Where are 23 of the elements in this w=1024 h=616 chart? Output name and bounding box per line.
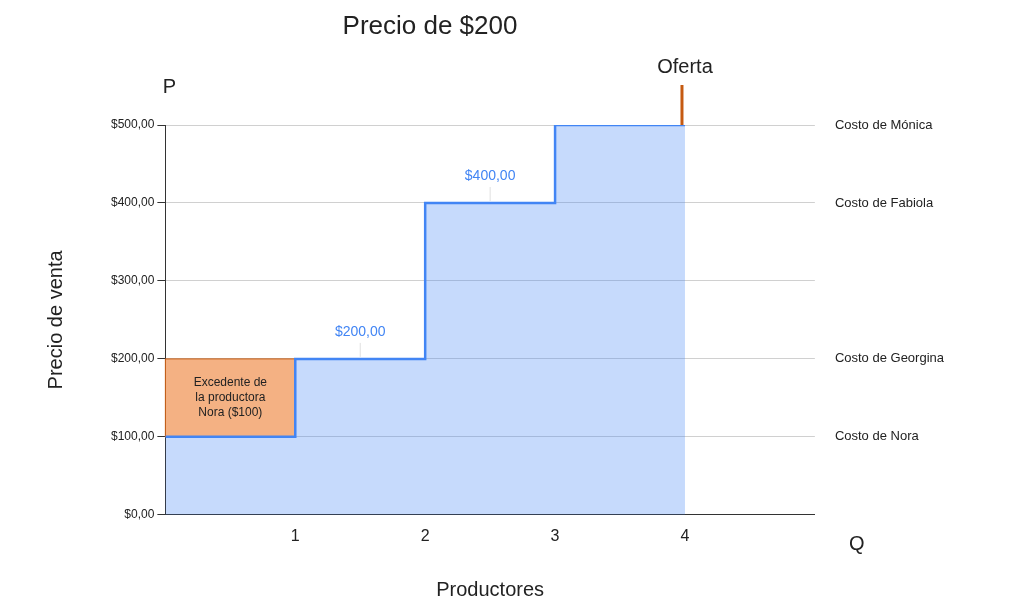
category-label: Costo de Nora (834, 428, 919, 444)
category-label: Costo de Mónica (834, 116, 933, 132)
y-tick-label: $300,00 (110, 273, 155, 288)
text: P (162, 74, 177, 97)
x-axis-title: Productores (436, 577, 545, 600)
y-tick-label: $0,00 (124, 507, 155, 522)
annotation: $400,00 (464, 166, 516, 183)
annotation: Excedente de la productora Nora ($100) (193, 375, 268, 420)
y-tick-label: $100,00 (110, 429, 155, 444)
x-tick-label: 1 (290, 526, 300, 544)
chart-title: Precio de $200 (341, 10, 519, 41)
annotation: $200,00 (334, 322, 386, 339)
y-tick-label: $500,00 (110, 117, 155, 132)
y-tick-label: $200,00 (110, 351, 155, 366)
category-label: Costo de Fabiola (834, 194, 934, 210)
y-tick-label: $400,00 (110, 195, 155, 210)
annotation: Oferta (657, 54, 714, 77)
x-tick-label: 3 (550, 526, 560, 544)
y-axis-title: Precio de venta (43, 249, 66, 390)
x-tick-label: 2 (420, 526, 430, 544)
x-tick-label: 4 (680, 526, 690, 544)
category-label: Costo de Georgina (834, 350, 944, 366)
text: Q (849, 532, 865, 555)
